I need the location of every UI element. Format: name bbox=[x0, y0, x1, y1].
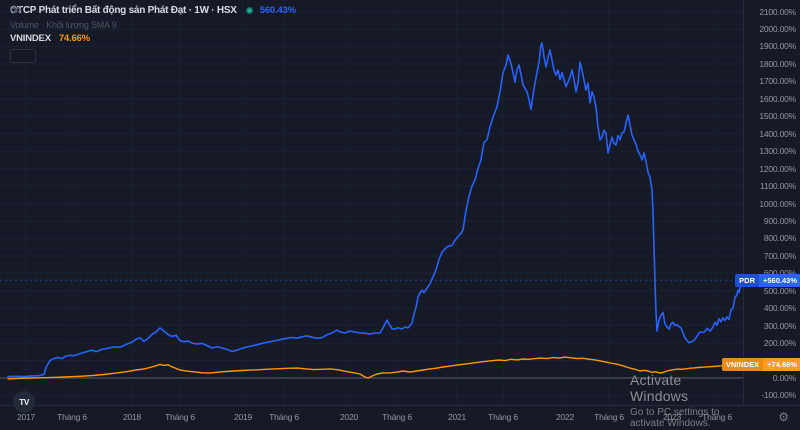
y-axis-label: 1100.00% bbox=[759, 181, 796, 192]
symbol-title[interactable]: CTCP Phát triển Bất động sản Phát Đạt · … bbox=[10, 5, 237, 16]
price-chart-canvas[interactable] bbox=[0, 0, 743, 405]
symbol-row[interactable]: CTCP Phát triển Bất động sản Phát Đạt · … bbox=[10, 5, 296, 16]
series-line-vnindex bbox=[7, 356, 743, 380]
indicator-label[interactable]: Volume · Khối lượng SMA 9 bbox=[10, 20, 117, 30]
x-axis-label: 2017 bbox=[16, 412, 36, 422]
gear-icon[interactable]: ⚙ bbox=[778, 410, 789, 424]
y-axis-label: 0.00% bbox=[772, 373, 796, 383]
windows-activation-watermark: Activate Windows Go to PC settings to ac… bbox=[630, 372, 743, 429]
y-axis-label: 2000.00% bbox=[759, 24, 796, 34]
y-axis-label: 1200.00% bbox=[759, 163, 796, 174]
y-axis-label: 500.00% bbox=[763, 285, 796, 296]
y-axis-label: 400.00% bbox=[763, 303, 796, 314]
legend: CTCP Phát triển Bất động sản Phát Đạt · … bbox=[10, 5, 296, 63]
x-axis-label: 2018 bbox=[122, 412, 142, 422]
time-axis[interactable]: ⚙ 2017 Tháng 6 2018 Tháng 6 2019 Tháng 6 2020 T… bbox=[0, 405, 800, 430]
market-status-dot-icon[interactable] bbox=[245, 7, 253, 14]
compare-symbol-row[interactable]: VNINDEX 74.66% bbox=[10, 33, 296, 44]
y-axis-label: 1800.00% bbox=[759, 58, 796, 69]
y-axis-label: 1000.00% bbox=[759, 198, 796, 209]
y-axis-label: 800.00% bbox=[763, 233, 796, 244]
y-axis-label: -100.00% bbox=[761, 390, 796, 401]
y-axis-label: 1700.00% bbox=[759, 76, 796, 87]
pdr-price-label-symbol: PDR bbox=[735, 273, 759, 287]
vnindex-price-label-symbol: VNINDEX bbox=[721, 358, 764, 372]
y-axis-label: 1900.00% bbox=[759, 41, 796, 52]
x-axis-label: 2021 bbox=[447, 412, 467, 422]
tradingview-logo-icon[interactable]: TV bbox=[13, 391, 35, 413]
y-axis-label: 600.00% bbox=[764, 268, 796, 278]
price-axis[interactable]: PDR +560.43% VNINDEX +74.66% -100.00% 0.0… bbox=[721, 0, 800, 405]
y-axis-label: 700.00% bbox=[763, 250, 796, 261]
chart-pane[interactable]: CTCP Phát triển Bất động sản Phát Đạt · … bbox=[0, 0, 743, 429]
x-axis-label: Tháng 6 bbox=[269, 412, 299, 422]
vnindex-price-label: VNINDEX +74.66% bbox=[721, 358, 800, 372]
y-axis-label: 2100.00% bbox=[759, 6, 796, 17]
y-axis-label: 300.00% bbox=[763, 320, 796, 331]
indicator-row[interactable]: Volume · Khối lượng SMA 9 bbox=[10, 5, 296, 30]
x-axis-label: Tháng 6 bbox=[594, 412, 624, 422]
pdr-price-label: PDR +560.43% bbox=[735, 273, 800, 287]
x-axis-label: 2020 bbox=[339, 412, 359, 422]
activate-windows-subtext: Go to PC settings to activate Windows. bbox=[630, 407, 720, 429]
activate-windows-text: Activate Windows bbox=[630, 372, 689, 404]
y-axis-label: 1600.00% bbox=[759, 93, 796, 104]
compare-symbol-name[interactable]: VNINDEX bbox=[10, 33, 51, 44]
chevron-up-icon bbox=[10, 5, 18, 10]
y-axis-label: 1500.00% bbox=[759, 111, 796, 122]
pdr-price-label-value: +560.43% bbox=[759, 273, 800, 287]
x-axis-label: 2022 bbox=[555, 412, 575, 422]
x-axis-label: 2023 bbox=[662, 412, 682, 422]
x-axis-label: 2019 bbox=[233, 412, 253, 422]
y-axis-label: 200.00% bbox=[763, 338, 796, 349]
x-axis-label: Tháng 6 bbox=[57, 412, 87, 422]
y-axis-label: 1400.00% bbox=[759, 128, 796, 139]
vnindex-price-label-value: +74.66% bbox=[763, 358, 800, 372]
x-axis-label: Tháng 6 bbox=[702, 412, 732, 422]
compare-change-percent: 74.66% bbox=[58, 33, 90, 44]
legend-collapse-button[interactable] bbox=[10, 5, 36, 63]
x-axis-label: Tháng 6 bbox=[382, 412, 412, 422]
y-axis-label: 1300.00% bbox=[759, 146, 796, 157]
y-axis-label: 900.00% bbox=[763, 215, 796, 226]
symbol-change-percent: 560.43% bbox=[259, 5, 296, 16]
series-line-pdr bbox=[7, 42, 743, 378]
x-axis-label: Tháng 6 bbox=[488, 412, 518, 422]
x-axis-label: Tháng 6 bbox=[165, 412, 195, 422]
